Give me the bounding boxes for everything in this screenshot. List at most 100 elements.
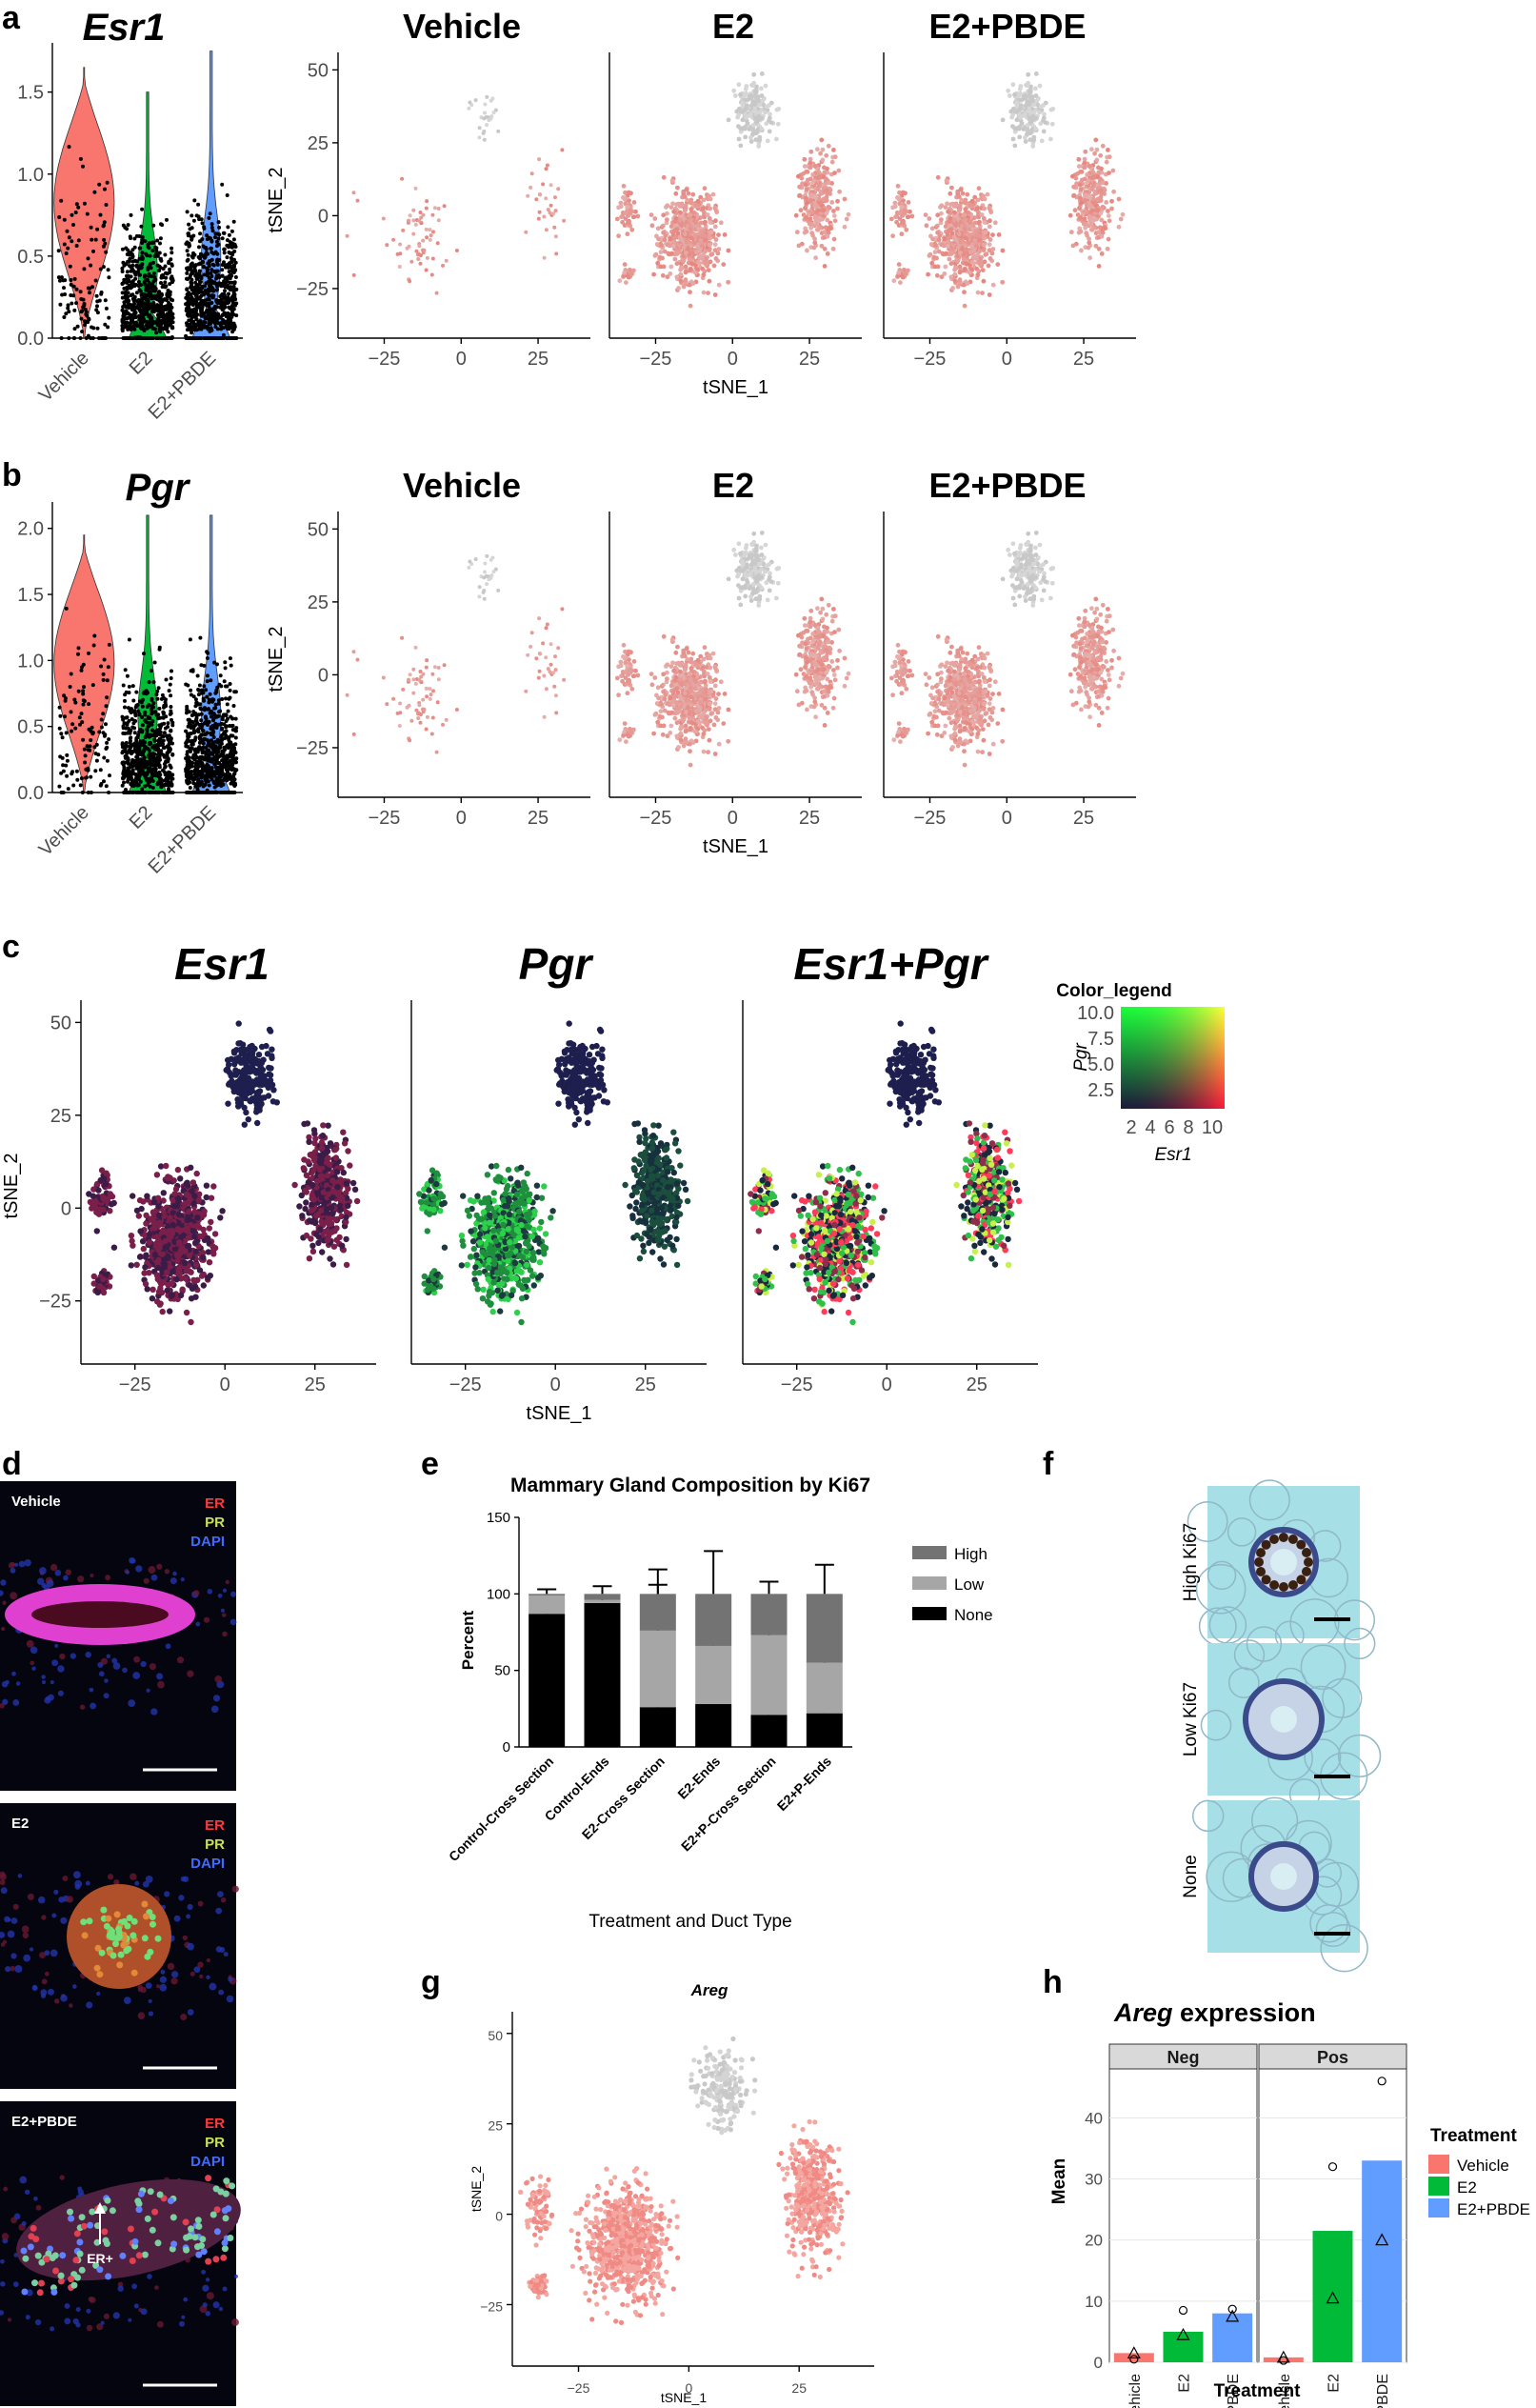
cell-point: [409, 260, 413, 264]
cell-point: [135, 291, 139, 294]
cell-point: [100, 726, 104, 730]
cell-point: [764, 121, 768, 126]
cell-point: [468, 101, 471, 105]
cell-point: [987, 292, 992, 297]
cell-point: [1105, 160, 1109, 165]
cell-point: [1050, 122, 1055, 127]
cell-point: [970, 261, 975, 266]
cell-point: [90, 238, 93, 242]
cell-point: [130, 292, 134, 296]
cell-point: [820, 244, 825, 249]
cell-point: [130, 336, 134, 340]
cell-point: [562, 219, 566, 223]
cell-point: [419, 211, 423, 214]
cell-point: [1111, 190, 1116, 194]
cell-point: [95, 294, 99, 298]
cell-point: [808, 166, 813, 171]
x-tick-label: −25: [914, 349, 947, 370]
cell-point: [200, 274, 204, 278]
cell-point: [131, 791, 135, 794]
cell-point: [805, 249, 809, 253]
cell-point: [94, 308, 98, 311]
cell-point: [980, 212, 985, 217]
cell-point: [727, 249, 731, 253]
cell-point: [710, 251, 715, 256]
cell-point: [215, 244, 219, 248]
cell-point: [398, 243, 402, 247]
cell-point: [620, 220, 625, 225]
cell-point: [135, 264, 139, 268]
cell-point: [1100, 251, 1105, 256]
cell-point: [217, 237, 221, 241]
cell-point: [668, 244, 672, 249]
cell-point: [159, 236, 163, 240]
cell-point: [978, 238, 983, 243]
cell-point: [978, 262, 983, 267]
cell-point: [99, 768, 103, 772]
cell-point: [768, 130, 772, 134]
cell-point: [191, 336, 195, 340]
cell-point: [195, 272, 199, 276]
cell-point: [702, 291, 707, 295]
cell-point: [899, 205, 904, 210]
cell-point: [409, 213, 412, 217]
cell-point: [68, 235, 71, 239]
cell-point: [61, 763, 65, 767]
cell-point: [663, 237, 668, 242]
cell-point: [138, 791, 142, 794]
cell-point: [122, 726, 126, 730]
cell-point: [963, 304, 967, 309]
cell-point: [154, 767, 158, 771]
y-tick-label: 1.0: [17, 651, 44, 672]
cell-point: [120, 751, 124, 754]
cell-point: [982, 248, 987, 252]
cell-point: [1022, 127, 1027, 131]
cell-point: [975, 272, 980, 277]
cell-point: [155, 297, 159, 301]
cell-point: [814, 219, 819, 224]
cell-point: [104, 298, 108, 302]
cell-point: [189, 310, 192, 313]
cell-point: [82, 304, 86, 308]
cell-point: [80, 669, 84, 672]
cell-point: [1101, 144, 1106, 149]
cell-point: [670, 178, 675, 183]
cell-point: [136, 302, 140, 306]
cell-point: [150, 336, 154, 340]
cell-point: [708, 243, 712, 248]
cell-point: [721, 262, 726, 267]
cell-point: [149, 306, 152, 310]
cell-point: [162, 722, 166, 726]
x-tick-label: E2+PBDE: [145, 348, 221, 424]
cell-point: [212, 306, 216, 310]
cell-point: [945, 178, 949, 183]
cell-point: [668, 271, 672, 276]
cell-point: [123, 706, 127, 710]
cell-point: [153, 327, 157, 331]
cell-point: [170, 784, 173, 788]
cell-point: [808, 161, 813, 166]
cell-point: [143, 711, 147, 714]
cell-point: [717, 283, 722, 288]
cell-point: [62, 278, 66, 282]
cell-point: [731, 89, 736, 93]
x-tick-label: Vehicle: [35, 348, 93, 406]
cell-point: [1091, 215, 1096, 220]
cell-point: [69, 685, 72, 689]
cell-point: [429, 238, 432, 242]
cell-point: [75, 244, 79, 248]
cell-point: [144, 734, 148, 738]
cell-point: [195, 323, 199, 327]
cell-point: [137, 747, 141, 751]
cell-point: [143, 280, 147, 284]
cell-point: [96, 327, 100, 331]
cell-point: [945, 201, 949, 206]
cell-point: [162, 712, 166, 715]
cell-point: [203, 299, 207, 303]
cell-point: [810, 172, 815, 177]
cell-point: [130, 780, 134, 784]
cell-point: [430, 273, 434, 277]
cell-point: [741, 117, 746, 122]
cell-point: [107, 275, 110, 279]
cell-point: [685, 240, 689, 245]
